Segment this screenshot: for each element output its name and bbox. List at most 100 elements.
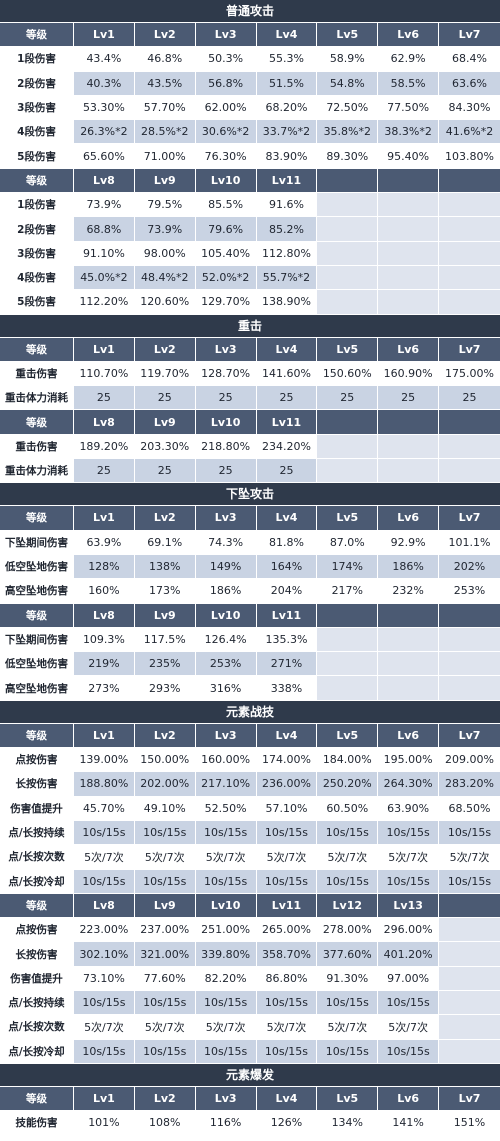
value-cell: 174%: [317, 554, 379, 580]
level-header-cell: Lv3: [195, 23, 257, 48]
value-cell: [378, 459, 440, 484]
value-cell: 129.70%: [195, 290, 257, 315]
value-cell: 25: [256, 386, 318, 411]
level-header-cell: Lv2: [134, 337, 196, 362]
table-row: 点按伤害 139.00% 150.00% 160.00% 174.00% 184.00% 1…: [0, 748, 500, 773]
value-cell: 73.10%: [74, 966, 135, 991]
value-cell: 10s/15s: [317, 869, 379, 894]
value-cell: [439, 676, 500, 701]
value-cell: 62.9%: [378, 47, 440, 72]
level-header-cell: Lv1: [74, 723, 135, 749]
value-cell: 195.00%: [378, 748, 440, 773]
value-cell: 63.9%: [74, 530, 135, 555]
value-cell: 69.1%: [134, 530, 196, 555]
value-cell: 321.00%: [134, 942, 196, 967]
value-cell: 149%: [195, 554, 257, 580]
table-header-row: 等级 Lv1 Lv2 Lv3 Lv4 Lv5 Lv6 Lv7: [0, 337, 500, 362]
value-cell: 58.5%: [378, 71, 440, 96]
value-cell: 271%: [256, 652, 318, 677]
level-header-cell: Lv3: [195, 1086, 257, 1112]
value-cell: [378, 290, 440, 315]
level-header-cell: Lv9: [134, 893, 196, 919]
table-row: 点/长按冷却 10s/15s 10s/15s 10s/15s 10s/15s 10s/15…: [0, 1039, 500, 1064]
talent-section: 元素战技 等级 Lv1 Lv2 Lv3 Lv4 Lv5 Lv6 Lv7 点按伤害 139.00% 15…: [0, 700, 500, 1064]
level-header-cell: Lv2: [134, 506, 196, 531]
row-label: 重击伤害: [0, 434, 74, 460]
value-cell: 45.0%*2: [74, 265, 135, 291]
value-cell: 60.50%: [317, 796, 379, 821]
value-cell: 120.60%: [134, 290, 196, 315]
value-cell: 10s/15s: [74, 1039, 135, 1064]
value-cell: 5次/7次: [256, 1015, 318, 1040]
value-cell: 65.60%: [74, 144, 135, 169]
row-label: 重击体力消耗: [0, 386, 74, 411]
value-cell: 278.00%: [317, 918, 379, 943]
value-cell: 203.30%: [134, 434, 196, 460]
table-row: 重击体力消耗 25 25 25 25 25 25 25: [0, 386, 500, 411]
talent-section: 普通攻击 等级 Lv1 Lv2 Lv3 Lv4 Lv5 Lv6 Lv7 1段伤害 43.4% 46.8…: [0, 0, 500, 315]
value-cell: 103.80%: [439, 144, 500, 169]
value-cell: 253%: [195, 652, 257, 677]
level-header-cell: Lv4: [256, 506, 318, 531]
value-cell: 81.8%: [256, 530, 318, 555]
value-cell: 68.8%: [74, 217, 135, 242]
value-cell: 293%: [134, 676, 196, 701]
value-cell: 10s/15s: [378, 820, 440, 846]
value-cell: [378, 193, 440, 218]
value-cell: 57.70%: [134, 95, 196, 121]
row-label: 4段伤害: [0, 120, 74, 145]
level-label: 等级: [0, 893, 74, 919]
row-label: 点/长按次数: [0, 1015, 74, 1040]
level-header-cell: Lv2: [134, 1086, 196, 1112]
value-cell: 10s/15s: [439, 820, 500, 846]
value-cell: 141%: [378, 1111, 440, 1136]
table-row: 长按伤害 302.10% 321.00% 339.80% 358.70% 377.60% 4…: [0, 942, 500, 967]
value-cell: 10s/15s: [195, 1039, 257, 1064]
value-cell: 10s/15s: [134, 1039, 196, 1064]
level-header-cell: Lv8: [74, 893, 135, 919]
level-header-cell: [317, 603, 379, 628]
row-label: 点/长按冷却: [0, 869, 74, 894]
level-header-cell: [378, 603, 440, 628]
value-cell: 41.6%*2: [439, 120, 500, 145]
value-cell: 10s/15s: [256, 820, 318, 846]
value-cell: 202%: [439, 554, 500, 580]
value-cell: [439, 459, 500, 484]
value-cell: 79.6%: [195, 217, 257, 242]
level-header-cell: Lv5: [317, 337, 379, 362]
talent-section: 下坠攻击 等级 Lv1 Lv2 Lv3 Lv4 Lv5 Lv6 Lv7 下坠期间伤害 63.9% 69…: [0, 483, 500, 701]
level-header-cell: Lv4: [256, 337, 318, 362]
table-row: 1段伤害 73.9% 79.5% 85.5% 91.6%: [0, 193, 500, 218]
level-header-cell: Lv10: [195, 603, 257, 628]
table-row: 2段伤害 40.3% 43.5% 56.8% 51.5% 54.8% 58.5% 63.6%: [0, 71, 500, 96]
value-cell: 10s/15s: [195, 820, 257, 846]
row-label: 技能伤害: [0, 1111, 74, 1136]
value-cell: 112.80%: [256, 241, 318, 266]
value-cell: 46.8%: [134, 47, 196, 72]
value-cell: 10s/15s: [317, 820, 379, 846]
value-cell: 10s/15s: [378, 1039, 440, 1064]
level-header-cell: Lv7: [439, 723, 500, 749]
section-title: 重击: [0, 314, 500, 338]
value-cell: 150.00%: [134, 748, 196, 773]
section-title: 下坠攻击: [0, 483, 500, 507]
value-cell: 86.80%: [256, 966, 318, 991]
table-row: 4段伤害 26.3%*2 28.5%*2 30.6%*2 33.7%*2 35.8%*2 3…: [0, 120, 500, 145]
value-cell: 296.00%: [378, 918, 440, 943]
value-cell: 10s/15s: [74, 990, 135, 1016]
value-cell: 74.3%: [195, 530, 257, 555]
row-label: 点按伤害: [0, 748, 74, 773]
talent-section: 元素爆发 等级 Lv1 Lv2 Lv3 Lv4 Lv5 Lv6 Lv7 技能伤害 101% 108% 1…: [0, 1063, 500, 1136]
value-cell: 55.7%*2: [256, 265, 318, 291]
level-header-cell: Lv10: [195, 168, 257, 194]
row-label: 点/长按次数: [0, 845, 74, 870]
value-cell: 73.9%: [134, 217, 196, 242]
level-header-cell: Lv5: [317, 1086, 379, 1112]
table-row: 2段伤害 68.8% 73.9% 79.6% 85.2%: [0, 217, 500, 242]
level-header-cell: [317, 410, 379, 435]
row-label: 下坠期间伤害: [0, 627, 74, 653]
level-header-cell: [317, 168, 379, 194]
value-cell: 91.10%: [74, 241, 135, 266]
level-header-cell: Lv4: [256, 723, 318, 749]
value-cell: 138.90%: [256, 290, 318, 315]
